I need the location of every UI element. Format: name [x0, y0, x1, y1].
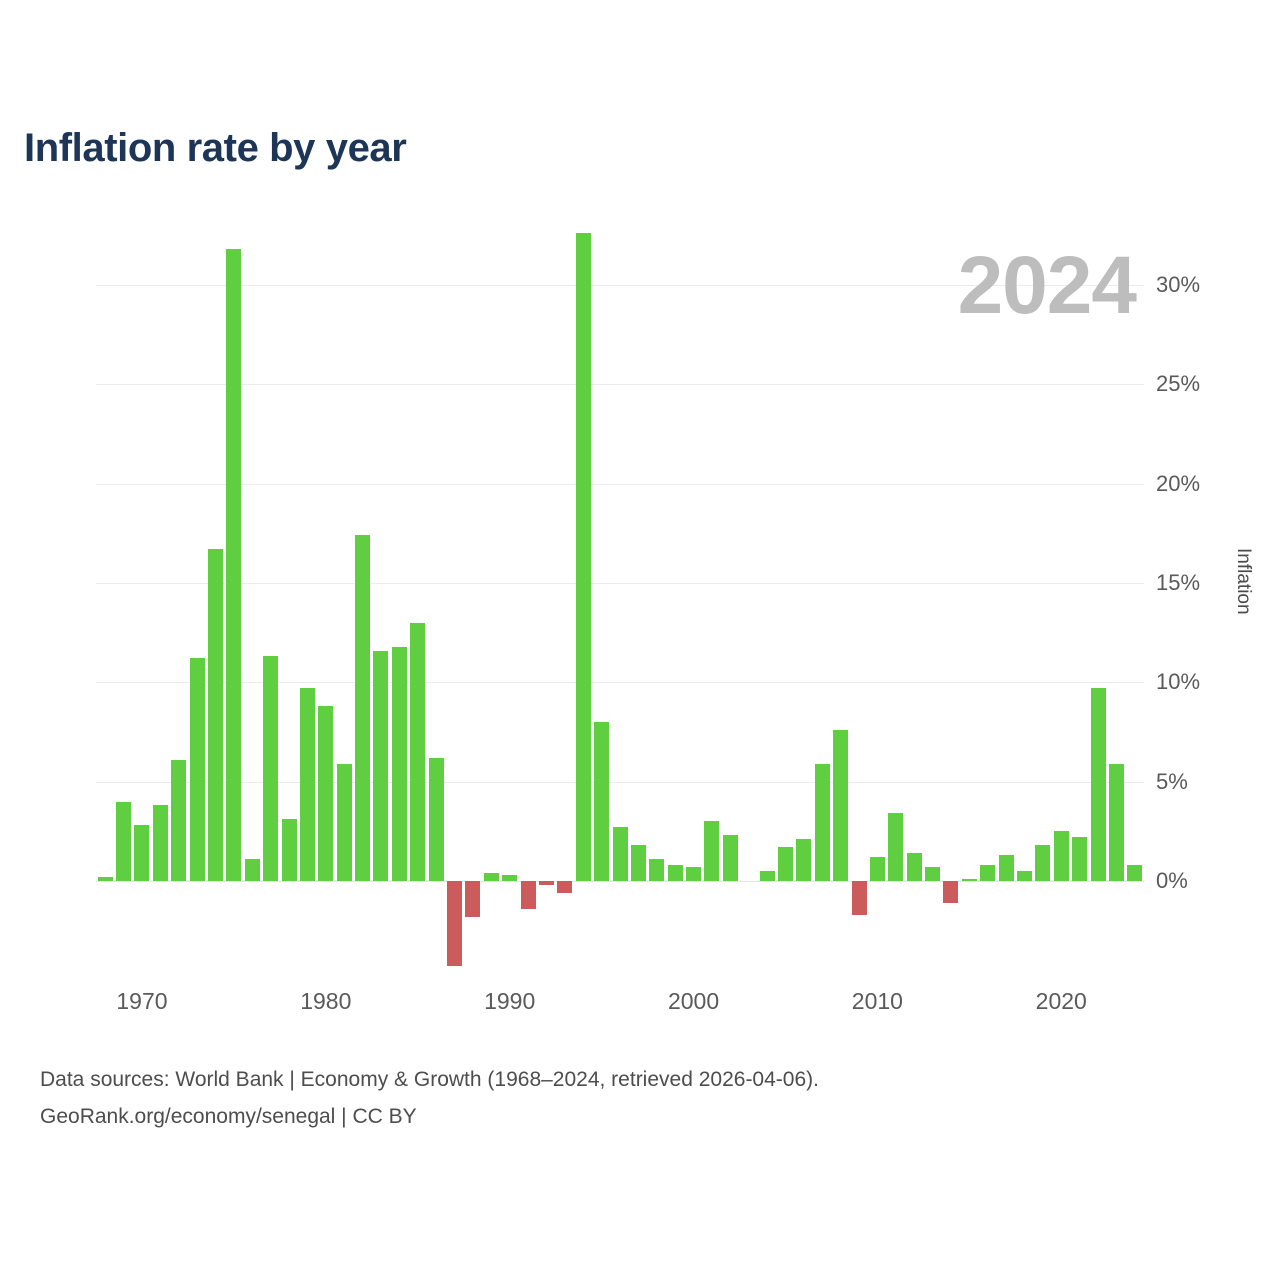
bar-1968[interactable] [97, 877, 113, 881]
bar-1980[interactable] [318, 706, 334, 881]
bar-1997[interactable] [630, 845, 646, 881]
bar-2005[interactable] [777, 847, 793, 881]
bar-1985[interactable] [410, 622, 426, 881]
y-tick-15pct: 15% [1156, 569, 1201, 595]
bar-2021[interactable] [1072, 837, 1088, 881]
bar-2009[interactable] [851, 881, 867, 915]
x-tick-2020: 2020 [1035, 988, 1087, 1014]
bar-2024[interactable] [1127, 865, 1143, 881]
x-tick-2000: 2000 [667, 988, 720, 1014]
bar-2016[interactable] [980, 865, 996, 881]
y-tick-5pct: 5% [1156, 768, 1188, 794]
bar-2000[interactable] [686, 867, 702, 881]
bar-2008[interactable] [833, 729, 849, 881]
bar-2018[interactable] [1016, 871, 1032, 881]
footer-credit: GeoRank.org/economy/senegal | CC BY [40, 1104, 417, 1128]
bar-1986[interactable] [428, 757, 444, 881]
bar-2010[interactable] [869, 857, 885, 881]
bar-1973[interactable] [189, 658, 205, 881]
bar-1983[interactable] [373, 650, 389, 881]
bar-1987[interactable] [447, 881, 463, 967]
bar-2015[interactable] [961, 878, 977, 881]
bar-1978[interactable] [281, 819, 297, 881]
bar-1991[interactable] [520, 881, 536, 909]
bar-2012[interactable] [906, 853, 922, 881]
bar-2004[interactable] [759, 871, 775, 881]
y-tick-25pct: 25% [1156, 371, 1201, 397]
watermark-year-label: 2024 [957, 240, 1137, 331]
bar-1975[interactable] [226, 249, 242, 881]
y-tick-0pct: 0% [1156, 868, 1188, 893]
bar-1974[interactable] [208, 549, 223, 881]
y-axis: 0% 5% 10% 15% 20% 25% 30% [1148, 225, 1218, 985]
bar-1981[interactable] [336, 763, 352, 881]
bar-1972[interactable] [171, 759, 187, 881]
bar-1969[interactable] [116, 801, 132, 881]
footer-data-sources: Data sources: World Bank | Economy & Gro… [40, 1068, 819, 1091]
bar-2001[interactable] [704, 821, 720, 881]
x-tick-2010: 2010 [851, 988, 903, 1014]
bar-2002[interactable] [722, 835, 738, 881]
bar-1992[interactable] [538, 881, 554, 885]
bar-1993[interactable] [557, 881, 573, 893]
bar-1976[interactable] [244, 859, 260, 881]
bar-2007[interactable] [814, 763, 830, 881]
footer-attribution: Data sources: World Bank | Economy & Gro… [40, 1062, 819, 1136]
bar-2022[interactable] [1090, 688, 1106, 881]
y-tick-10pct: 10% [1156, 669, 1201, 695]
bar-1982[interactable] [355, 535, 371, 881]
bar-1998[interactable] [649, 859, 665, 881]
bar-1988[interactable] [465, 881, 481, 917]
x-axis: 1970 1980 1990 2000 2010 2020 [96, 988, 1144, 1028]
bar-2006[interactable] [796, 839, 812, 881]
bar-1989[interactable] [483, 873, 499, 881]
bar-series [96, 225, 1144, 985]
x-tick-1990: 1990 [484, 988, 536, 1014]
bar-1984[interactable] [391, 646, 407, 881]
bar-2017[interactable] [998, 855, 1014, 881]
bar-1977[interactable] [263, 656, 279, 881]
x-tick-1980: 1980 [300, 988, 352, 1014]
bar-1971[interactable] [152, 805, 168, 881]
page-title: Inflation rate by year [24, 126, 407, 170]
y-tick-20pct: 20% [1156, 470, 1201, 496]
bar-1996[interactable] [612, 827, 628, 881]
y-tick-30pct: 30% [1156, 271, 1201, 297]
bar-2014[interactable] [943, 881, 959, 903]
bar-1990[interactable] [502, 875, 518, 881]
bar-1999[interactable] [667, 865, 683, 881]
bar-2019[interactable] [1035, 845, 1051, 881]
bar-2020[interactable] [1053, 831, 1069, 881]
bar-1994[interactable] [575, 233, 591, 881]
bar-1970[interactable] [134, 825, 150, 881]
bar-1995[interactable] [594, 722, 610, 881]
y-axis-title: Inflation [1233, 548, 1254, 615]
bar-1979[interactable] [299, 688, 315, 881]
bar-2013[interactable] [925, 867, 941, 881]
bar-2011[interactable] [888, 813, 904, 881]
plot-area: 2024 [96, 225, 1144, 985]
x-tick-1970: 1970 [116, 988, 168, 1014]
bar-2023[interactable] [1108, 763, 1124, 881]
